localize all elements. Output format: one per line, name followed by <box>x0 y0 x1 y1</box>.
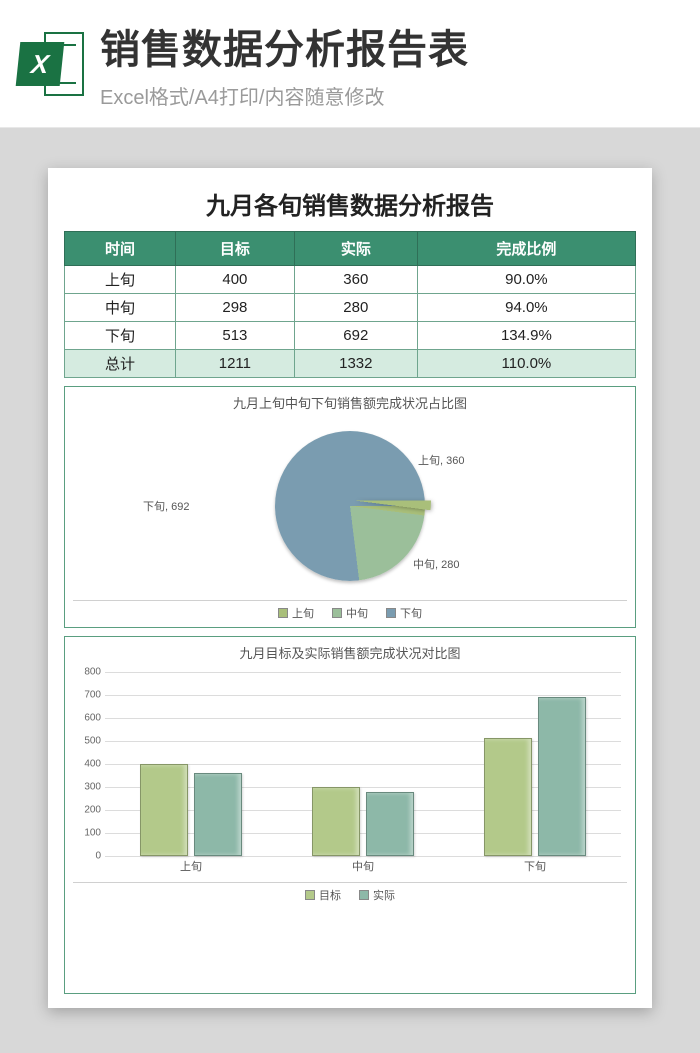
y-axis-label: 400 <box>73 759 101 770</box>
pie-data-label: 下旬, 692 <box>143 498 189 514</box>
pie-chart-box: 九月上旬中旬下旬销售额完成状况占比图 上旬, 360 中旬, 280 下旬, 692… <box>64 386 636 628</box>
pie-chart <box>275 431 425 581</box>
y-axis-label: 600 <box>73 713 101 724</box>
bar-legend: 目标 实际 <box>73 882 627 903</box>
pie-data-label: 上旬, 360 <box>418 452 464 468</box>
y-axis-label: 800 <box>73 667 101 678</box>
bar-group <box>126 764 256 856</box>
x-axis-label: 下旬 <box>470 858 600 874</box>
excel-icon: X <box>18 28 84 100</box>
table-row: 中旬 298 280 94.0% <box>65 294 636 322</box>
legend-item: 下旬 <box>386 605 422 621</box>
gridline <box>105 695 621 696</box>
report-title: 九月各旬销售数据分析报告 <box>64 186 636 221</box>
bar-chart-title: 九月目标及实际销售额完成状况对比图 <box>239 643 460 662</box>
gridline <box>105 856 621 857</box>
y-axis-label: 500 <box>73 736 101 747</box>
sales-table: 时间 目标 实际 完成比例 上旬 400 360 90.0% 中旬 298 28… <box>64 231 636 378</box>
col-target: 目标 <box>175 232 294 266</box>
bar <box>140 764 188 856</box>
bar-group <box>298 787 428 856</box>
y-axis-label: 300 <box>73 782 101 793</box>
pie-data-label: 中旬, 280 <box>413 556 459 572</box>
y-axis-label: 200 <box>73 805 101 816</box>
bar-group <box>470 697 600 856</box>
legend-item: 实际 <box>359 887 395 903</box>
y-axis-label: 100 <box>73 828 101 839</box>
legend-item: 目标 <box>305 887 341 903</box>
bar-chart: 0 100 200 300 400 500 600 700 800 上旬 中旬 下旬 <box>73 668 627 878</box>
banner-title: 销售数据分析报告表 <box>100 17 682 75</box>
bar <box>538 697 586 856</box>
x-axis-label: 上旬 <box>126 858 256 874</box>
banner-subtitle: Excel格式/A4打印/内容随意修改 <box>100 81 682 110</box>
col-actual: 实际 <box>294 232 417 266</box>
banner-text: 销售数据分析报告表 Excel格式/A4打印/内容随意修改 <box>100 17 682 110</box>
col-ratio: 完成比例 <box>417 232 635 266</box>
table-row: 下旬 513 692 134.9% <box>65 322 636 350</box>
x-axis-label: 中旬 <box>298 858 428 874</box>
bar <box>194 773 242 856</box>
y-axis-label: 700 <box>73 690 101 701</box>
col-time: 时间 <box>65 232 176 266</box>
template-banner: X 销售数据分析报告表 Excel格式/A4打印/内容随意修改 <box>0 0 700 128</box>
bar <box>366 792 414 856</box>
pie-chart-title: 九月上旬中旬下旬销售额完成状况占比图 <box>233 393 467 412</box>
pie-chart-area: 上旬, 360 中旬, 280 下旬, 692 <box>73 416 627 596</box>
bar <box>484 738 532 856</box>
bar-chart-box: 九月目标及实际销售额完成状况对比图 0 100 200 300 400 500 600 700… <box>64 636 636 994</box>
legend-item: 上旬 <box>278 605 314 621</box>
table-header-row: 时间 目标 实际 完成比例 <box>65 232 636 266</box>
table-total-row: 总计 1211 1332 110.0% <box>65 350 636 378</box>
bar <box>312 787 360 856</box>
table-row: 上旬 400 360 90.0% <box>65 266 636 294</box>
legend-item: 中旬 <box>332 605 368 621</box>
pie-legend: 上旬 中旬 下旬 <box>73 600 627 621</box>
worksheet: 九月各旬销售数据分析报告 时间 目标 实际 完成比例 上旬 400 360 90… <box>48 168 652 1008</box>
gridline <box>105 672 621 673</box>
y-axis-label: 0 <box>73 851 101 862</box>
